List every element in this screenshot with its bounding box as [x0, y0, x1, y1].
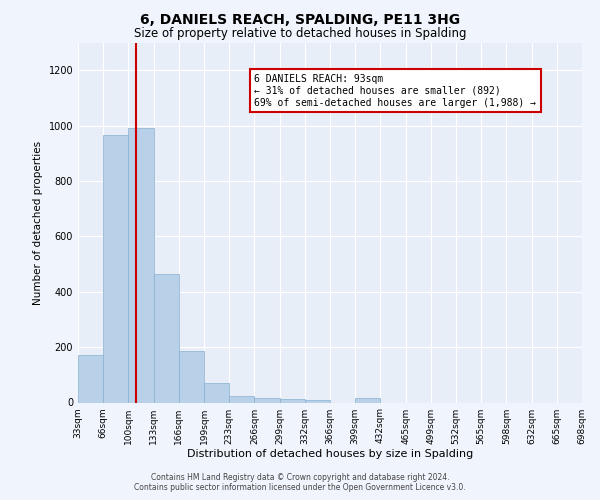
Y-axis label: Number of detached properties: Number of detached properties [33, 140, 43, 304]
Bar [280, 399, 305, 402]
Bar [103, 136, 128, 402]
Bar [179, 352, 204, 403]
Text: 6 DANIELS REACH: 93sqm
← 31% of detached houses are smaller (892)
69% of semi-de: 6 DANIELS REACH: 93sqm ← 31% of detached… [254, 74, 536, 108]
Bar [254, 398, 280, 402]
Bar [154, 274, 179, 402]
Bar [78, 356, 103, 403]
Text: Contains HM Land Registry data © Crown copyright and database right 2024.
Contai: Contains HM Land Registry data © Crown c… [134, 473, 466, 492]
Bar [204, 382, 229, 402]
Text: Size of property relative to detached houses in Spalding: Size of property relative to detached ho… [134, 28, 466, 40]
Bar [128, 128, 154, 402]
Bar [355, 398, 380, 402]
Bar [229, 396, 254, 402]
Text: 6, DANIELS REACH, SPALDING, PE11 3HG: 6, DANIELS REACH, SPALDING, PE11 3HG [140, 12, 460, 26]
X-axis label: Distribution of detached houses by size in Spalding: Distribution of detached houses by size … [187, 450, 473, 460]
Bar [305, 400, 330, 402]
